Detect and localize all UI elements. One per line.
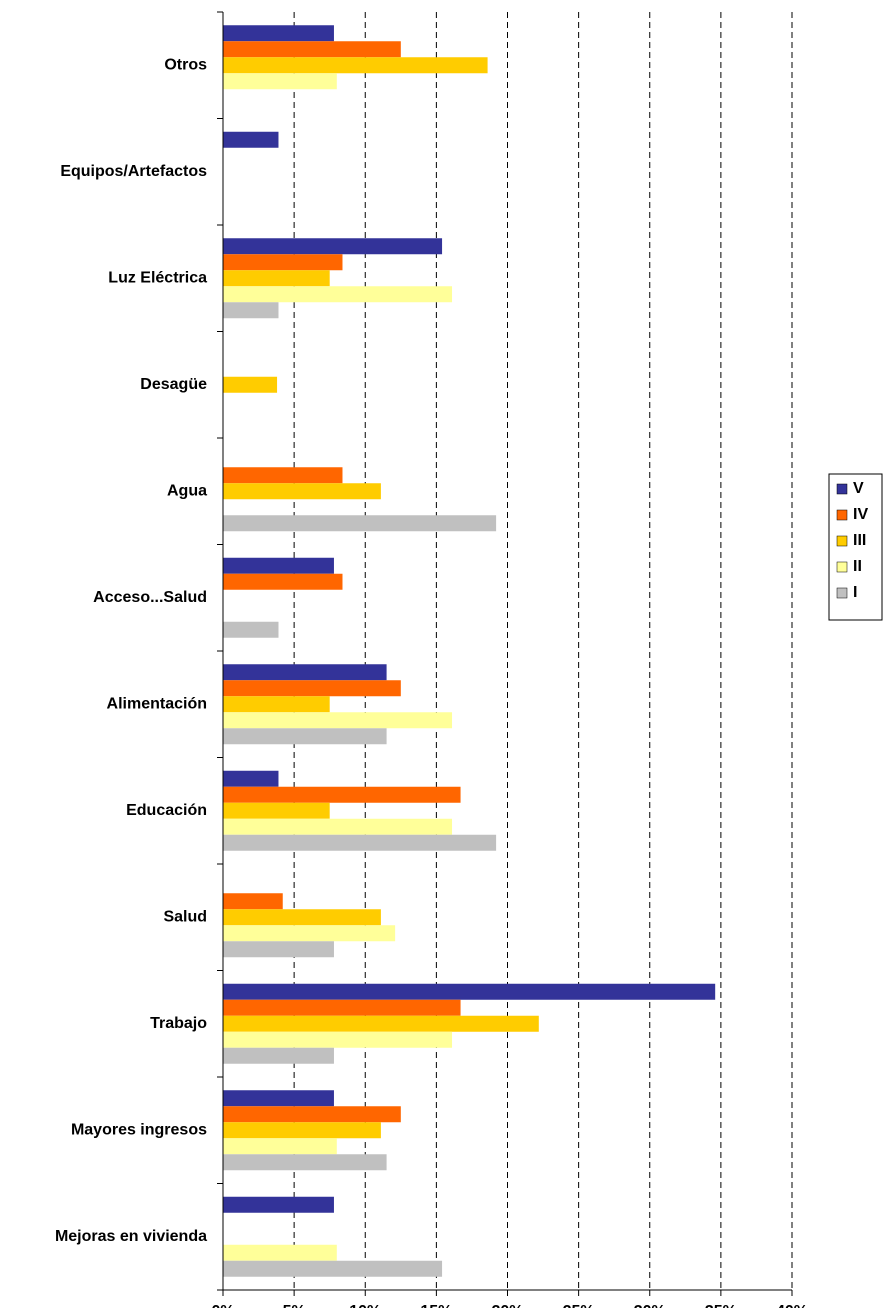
x-tick-label: 40% bbox=[776, 1303, 808, 1308]
bar bbox=[223, 286, 453, 303]
bar bbox=[223, 925, 396, 942]
bar bbox=[223, 818, 453, 835]
x-tick-label: 25% bbox=[563, 1303, 595, 1308]
legend-swatch bbox=[836, 535, 848, 547]
bar bbox=[223, 728, 387, 745]
bar bbox=[223, 302, 279, 319]
x-tick-label: 5% bbox=[283, 1303, 306, 1308]
y-tick-label: Desagüe bbox=[140, 376, 207, 393]
legend-swatch bbox=[836, 561, 848, 573]
y-tick-label: Salud bbox=[163, 908, 207, 925]
x-tick-label: 0% bbox=[211, 1303, 234, 1308]
y-tick-label: Trabajo bbox=[150, 1015, 207, 1032]
x-tick-label: 35% bbox=[705, 1303, 737, 1308]
legend-label: V bbox=[853, 480, 864, 497]
bar bbox=[223, 25, 334, 42]
bar bbox=[223, 786, 461, 803]
bar bbox=[223, 1154, 387, 1171]
bar bbox=[223, 1244, 337, 1261]
bar bbox=[223, 73, 337, 90]
bar bbox=[223, 621, 279, 638]
legend-label: II bbox=[853, 558, 862, 575]
bar bbox=[223, 270, 330, 287]
legend-label: I bbox=[853, 584, 857, 601]
bar bbox=[223, 680, 401, 697]
bar bbox=[223, 983, 716, 1000]
y-tick-label: Equipos/Artefactos bbox=[60, 163, 207, 180]
x-tick-label: 15% bbox=[420, 1303, 452, 1308]
bar bbox=[223, 1015, 539, 1032]
bar bbox=[223, 1260, 443, 1277]
y-tick-label: Luz Eléctrica bbox=[108, 269, 207, 286]
bar bbox=[223, 802, 330, 819]
bar bbox=[223, 1047, 334, 1064]
y-tick-label: Educación bbox=[126, 802, 207, 819]
legend-label: III bbox=[853, 532, 866, 549]
bar bbox=[223, 999, 461, 1016]
bar bbox=[223, 254, 343, 271]
bar bbox=[223, 1122, 381, 1139]
bar bbox=[223, 696, 330, 713]
bar bbox=[223, 909, 381, 926]
bar bbox=[223, 664, 387, 681]
x-tick-label: 30% bbox=[634, 1303, 666, 1308]
legend-swatch bbox=[836, 483, 848, 495]
bar bbox=[223, 893, 283, 910]
y-tick-label: Mayores ingresos bbox=[71, 1121, 207, 1138]
y-tick-label: Agua bbox=[167, 482, 207, 499]
y-tick-label: Mejoras en vivienda bbox=[55, 1228, 207, 1245]
bar bbox=[223, 483, 381, 500]
bar bbox=[223, 941, 334, 958]
bar bbox=[223, 57, 488, 74]
bar bbox=[223, 376, 278, 393]
legend-swatch bbox=[836, 509, 848, 521]
bar bbox=[223, 1031, 453, 1048]
legend-label: IV bbox=[853, 506, 868, 523]
y-tick-label: Alimentación bbox=[107, 695, 207, 712]
bar bbox=[223, 41, 401, 58]
bar bbox=[223, 573, 343, 590]
legend-swatch bbox=[836, 587, 848, 599]
bar bbox=[223, 557, 334, 574]
bar bbox=[223, 467, 343, 484]
bar bbox=[223, 515, 497, 532]
x-tick-label: 20% bbox=[491, 1303, 523, 1308]
bar bbox=[223, 1196, 334, 1213]
bar bbox=[223, 1090, 334, 1107]
bar bbox=[223, 712, 453, 729]
bar bbox=[223, 770, 279, 787]
bar bbox=[223, 1106, 401, 1123]
x-tick-label: 10% bbox=[349, 1303, 381, 1308]
y-tick-label: Acceso...Salud bbox=[93, 589, 207, 606]
bar bbox=[223, 131, 279, 148]
y-tick-label: Otros bbox=[164, 56, 207, 73]
bar bbox=[223, 834, 497, 851]
bar bbox=[223, 238, 443, 255]
bar bbox=[223, 1138, 337, 1155]
